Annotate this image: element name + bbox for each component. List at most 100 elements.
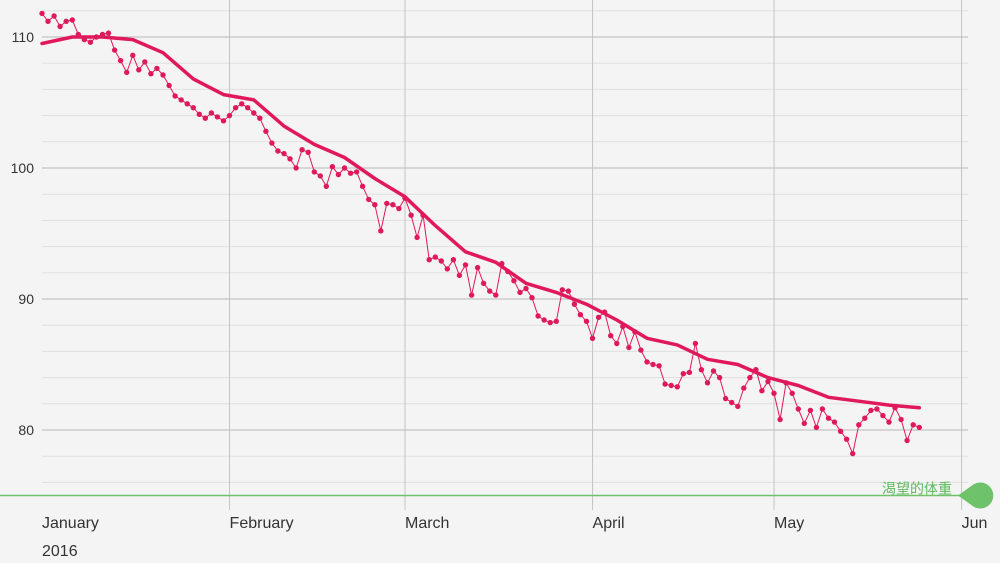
daily-weight-point [729, 399, 735, 406]
daily-weight-point [916, 424, 922, 431]
daily-weight-point [208, 110, 215, 116]
daily-weight-point [468, 292, 475, 298]
daily-weight-point [245, 105, 251, 111]
daily-weight-point [372, 202, 378, 208]
daily-weight-point [523, 285, 529, 292]
daily-weight-point [438, 258, 444, 264]
daily-weight-point [420, 212, 426, 218]
daily-weight-point [910, 422, 916, 428]
daily-weight-point [529, 295, 535, 301]
series-layer [39, 10, 922, 457]
y-tick-label: 80 [18, 422, 34, 438]
daily-weight-point [517, 289, 523, 296]
daily-weight-point [608, 333, 614, 339]
daily-weight-point [456, 272, 463, 279]
daily-weight-point [571, 301, 578, 307]
daily-weight-point [444, 266, 450, 272]
daily-weight-point [686, 369, 693, 376]
year-label: 2016 [42, 543, 78, 560]
daily-weight-point [511, 278, 517, 284]
daily-weight-point [862, 415, 868, 421]
daily-weight-point [69, 17, 76, 23]
daily-weight-point [269, 140, 275, 146]
daily-weight-point [898, 416, 904, 423]
daily-weight-point [172, 93, 178, 99]
daily-weight-point [741, 385, 747, 391]
daily-weight-point [160, 72, 166, 78]
daily-weight-point [239, 101, 245, 107]
daily-weight-point [753, 367, 759, 373]
y-tick-label: 110 [12, 29, 35, 45]
daily-weight-point [765, 378, 771, 385]
daily-weight-point [99, 31, 106, 38]
daily-weight-point [51, 13, 57, 19]
daily-weight-point [601, 309, 608, 315]
daily-weight-point [341, 165, 348, 171]
daily-weight-point [662, 381, 668, 387]
daily-weight-point [644, 359, 650, 365]
daily-weight-point [117, 57, 124, 64]
daily-weight-point [505, 268, 511, 275]
daily-weight-point [136, 67, 142, 73]
daily-weight-point [142, 59, 148, 65]
daily-weight-point [541, 317, 547, 323]
daily-weight-point [366, 196, 372, 203]
daily-weight-point [190, 105, 196, 111]
daily-weight-point [547, 319, 553, 326]
daily-weight-point [63, 18, 69, 24]
daily-weight-point [650, 361, 656, 368]
daily-weight-point [837, 428, 844, 434]
daily-weight-point [831, 419, 838, 425]
daily-weight-point [263, 128, 269, 134]
daily-weight-point [819, 406, 826, 412]
daily-weight-point [680, 371, 686, 377]
daily-weight-point [880, 412, 886, 419]
daily-weight-point [856, 422, 862, 428]
daily-weight-point [184, 101, 190, 107]
daily-weight-point [251, 110, 257, 116]
daily-weight-point [850, 450, 856, 457]
daily-weight-point [868, 407, 874, 414]
month-label: January [42, 515, 99, 532]
daily-weight-point [257, 115, 263, 121]
daily-weight-point [704, 380, 711, 386]
daily-weight-point [57, 23, 63, 30]
daily-weight-point [595, 314, 602, 320]
daily-weight-point [450, 257, 457, 263]
daily-weight-point [499, 260, 505, 267]
daily-weight-point [480, 280, 487, 286]
goal-weight-label: 渴望的体重 [882, 482, 952, 498]
daily-weight-point [414, 234, 420, 241]
daily-weight-point [886, 419, 892, 425]
daily-weight-point [904, 437, 910, 444]
daily-weight-point [275, 148, 281, 154]
daily-weight-point [390, 202, 396, 208]
daily-weight-point [668, 382, 674, 389]
daily-weight-point [777, 416, 783, 423]
daily-weight-point [759, 388, 765, 394]
daily-weight-point [583, 318, 590, 324]
daily-weight-point [589, 335, 596, 341]
trend-line [40, 35, 922, 410]
daily-weight-point [39, 10, 45, 17]
daily-weight-point [359, 183, 366, 189]
daily-weight-point [487, 288, 493, 294]
daily-weight-point [124, 69, 130, 76]
daily-weight-point [154, 65, 160, 72]
daily-weight-point [293, 165, 299, 171]
goal-weight-handle[interactable] [958, 482, 994, 509]
daily-weight-point [329, 164, 336, 170]
daily-weight-point [692, 340, 699, 347]
daily-weight-point [317, 173, 323, 179]
month-label: February [230, 515, 294, 532]
daily-weight-point [148, 71, 154, 77]
daily-weight-point [299, 147, 305, 153]
month-label: May [774, 515, 804, 532]
daily-weight-point [408, 212, 414, 218]
minor-gridlines [42, 10, 968, 483]
daily-weight-point [426, 257, 432, 263]
daily-weight-point [722, 395, 729, 402]
y-tick-label: 90 [18, 291, 34, 307]
daily-weight-point [735, 403, 741, 410]
daily-weight-point [553, 318, 559, 324]
